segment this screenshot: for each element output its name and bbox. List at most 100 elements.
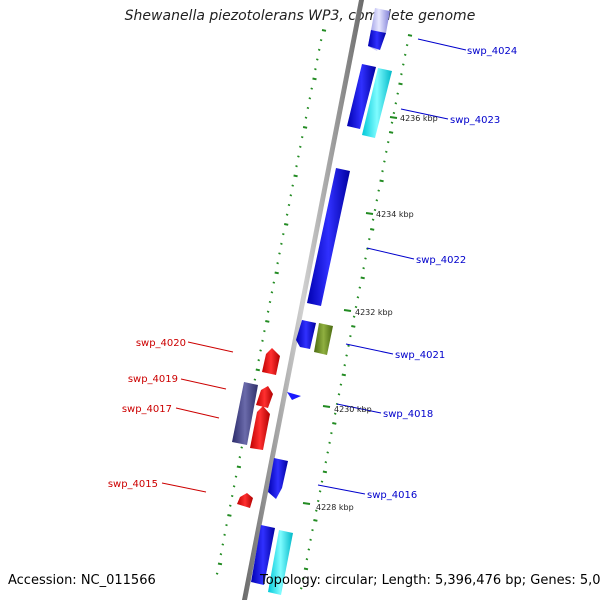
leader-swp_4018 bbox=[336, 403, 382, 414]
tick-mark bbox=[364, 257, 367, 260]
tick-mark bbox=[398, 82, 403, 86]
tick-mark bbox=[370, 228, 375, 231]
scale-tick-4232 bbox=[343, 309, 352, 312]
tick-mark bbox=[289, 194, 293, 197]
tick-mark bbox=[287, 203, 291, 207]
tick-mark bbox=[377, 189, 380, 192]
tick-mark bbox=[270, 291, 274, 294]
tick-mark bbox=[293, 174, 298, 178]
tick-mark bbox=[219, 553, 223, 556]
gene-swp_4021-olive-arrow[interactable] bbox=[314, 323, 333, 355]
gene-swp_4023-cyan-arrow[interactable] bbox=[362, 68, 392, 138]
gene-swp_4023-blue-arrow[interactable] bbox=[347, 64, 376, 129]
tick-mark bbox=[291, 184, 294, 187]
tick-mark bbox=[390, 121, 394, 124]
tick-mark bbox=[236, 465, 242, 469]
scale-label-4236: 4236 kbp bbox=[400, 114, 438, 123]
tick-mark bbox=[309, 538, 312, 541]
tick-mark bbox=[354, 305, 358, 309]
gene-swp_4016b-blue-arrow[interactable] bbox=[251, 525, 275, 585]
tick-mark bbox=[225, 523, 228, 527]
tick-mark bbox=[297, 155, 300, 158]
label-swp_4015[interactable]: swp_4015 bbox=[108, 479, 158, 490]
leader-swp_4020 bbox=[187, 341, 234, 353]
gene-swp_4017-red-arrow[interactable] bbox=[250, 406, 270, 450]
leader-swp_4016 bbox=[317, 484, 366, 495]
tick-mark bbox=[385, 150, 388, 153]
tick-mark bbox=[278, 252, 281, 255]
tick-mark bbox=[311, 528, 314, 532]
tick-mark bbox=[318, 490, 322, 493]
tick-mark bbox=[405, 43, 409, 47]
reverse-genes bbox=[232, 348, 280, 508]
label-swp_4016[interactable]: swp_4016 bbox=[367, 490, 417, 501]
tick-mark bbox=[227, 514, 232, 517]
tick-mark bbox=[229, 504, 232, 507]
tick-mark bbox=[263, 329, 266, 333]
tick-mark bbox=[337, 393, 341, 396]
tick-mark bbox=[230, 494, 234, 498]
tick-mark bbox=[261, 339, 264, 342]
gene-swp_4016-arrow[interactable] bbox=[268, 458, 288, 499]
leader-swp_4023 bbox=[400, 108, 449, 120]
label-swp_4023[interactable]: swp_4023 bbox=[450, 115, 500, 126]
tick-mark bbox=[266, 310, 270, 313]
tick-mark bbox=[240, 446, 243, 449]
gene-labels: swp_4024 swp_4023 swp_4022 swp_4021 swp_… bbox=[108, 46, 517, 501]
tick-mark bbox=[366, 247, 369, 250]
tick-mark bbox=[392, 111, 396, 115]
tick-mark bbox=[319, 38, 323, 42]
tick-mark bbox=[255, 368, 260, 372]
tick-mark bbox=[285, 213, 289, 216]
tick-mark bbox=[223, 533, 226, 536]
scale-labels: 4236 kbp 4234 kbp 4232 kbp 4230 kbp 4228… bbox=[302, 114, 438, 512]
scale-tick-4230 bbox=[322, 405, 331, 408]
leader-swp_4021 bbox=[345, 343, 394, 355]
tick-mark bbox=[330, 431, 333, 435]
tick-mark bbox=[215, 572, 219, 575]
label-swp_4020[interactable]: swp_4020 bbox=[136, 338, 186, 349]
leader-swp_4015 bbox=[161, 482, 207, 493]
label-swp_4018[interactable]: swp_4018 bbox=[383, 409, 433, 420]
scale-tick-4234 bbox=[365, 212, 374, 215]
forward-genes bbox=[251, 8, 392, 595]
scale-tick-4228 bbox=[302, 502, 311, 505]
tick-mark bbox=[345, 354, 348, 357]
tick-mark bbox=[221, 543, 225, 546]
tick-mark bbox=[305, 558, 309, 561]
tick-mark bbox=[295, 165, 298, 168]
leader-swp_4022 bbox=[366, 247, 415, 260]
gene-swp_4020-arrow[interactable] bbox=[262, 348, 280, 375]
tick-mark bbox=[315, 509, 318, 512]
label-swp_4022[interactable]: swp_4022 bbox=[416, 255, 466, 266]
tick-mark bbox=[320, 480, 324, 483]
tick-mark bbox=[234, 475, 238, 478]
label-swp_4019[interactable]: swp_4019 bbox=[128, 374, 178, 385]
tick-mark bbox=[407, 34, 413, 37]
scale-label-4232: 4232 kbp bbox=[355, 308, 393, 317]
tick-mark bbox=[396, 92, 399, 95]
gene-swp_4016b-cyan-arrow[interactable] bbox=[268, 530, 293, 595]
gene-swp_4015-arrow[interactable] bbox=[237, 493, 253, 508]
gene-swp_4017-purple-arrow[interactable] bbox=[232, 382, 258, 445]
tick-mark bbox=[321, 29, 327, 32]
tick-mark bbox=[332, 422, 337, 425]
tick-mark bbox=[284, 223, 289, 226]
gene-swp_4018-arrow[interactable] bbox=[287, 392, 301, 400]
gene-swp_4021-blue-arrow[interactable] bbox=[296, 320, 316, 349]
tick-mark bbox=[400, 73, 403, 76]
label-swp_4021[interactable]: swp_4021 bbox=[395, 350, 445, 361]
scale-tick-4236 bbox=[389, 116, 398, 119]
gene-swp_4022-arrow[interactable] bbox=[307, 168, 350, 306]
tick-mark bbox=[299, 587, 303, 590]
gene-swp_4019-arrow[interactable] bbox=[256, 386, 273, 408]
leader-swp_4017 bbox=[175, 407, 220, 419]
scale-label-4234: 4234 kbp bbox=[376, 210, 414, 219]
tick-mark bbox=[402, 63, 405, 66]
gene-swp_4024-tip bbox=[368, 30, 386, 50]
tick-mark bbox=[314, 68, 317, 71]
label-swp_4017[interactable]: swp_4017 bbox=[122, 404, 172, 415]
tick-mark bbox=[280, 242, 283, 245]
label-swp_4024[interactable]: swp_4024 bbox=[467, 46, 517, 57]
